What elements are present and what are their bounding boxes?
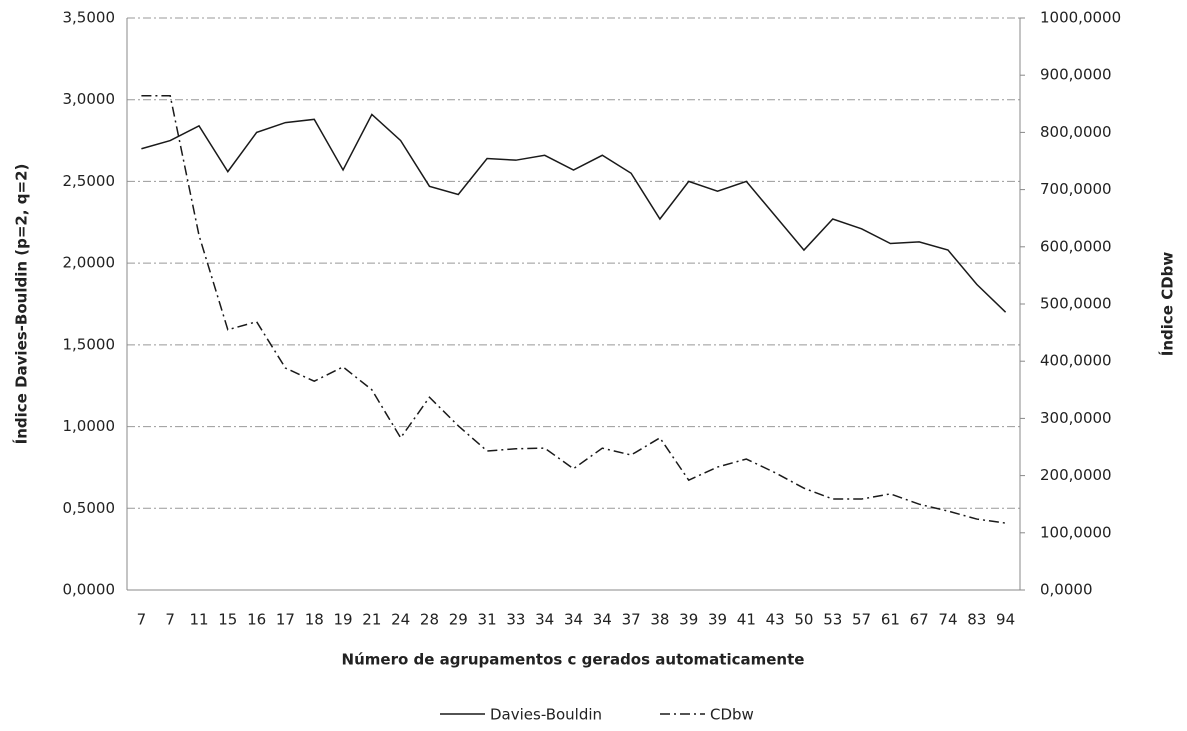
x-tick-label: 74 [938, 611, 957, 629]
y-tick-label: 1,5000 [63, 335, 116, 353]
series-line [141, 113, 1007, 313]
x-tick-label: 19 [334, 611, 353, 629]
x-tick-label: 41 [737, 611, 756, 629]
x-tick-label: 94 [996, 611, 1015, 629]
x-tick-label: 43 [766, 611, 785, 629]
series-line [141, 95, 1006, 524]
y-axis-title: Índice Davies-Bouldin (p=2, q=2) [12, 164, 31, 445]
y2-tick-label: 0,0000 [1040, 581, 1093, 599]
y2-tick-label: 800,0000 [1040, 123, 1112, 141]
y-tick-label: 2,5000 [63, 172, 116, 190]
y2-tick-label: 200,0000 [1040, 466, 1112, 484]
x-tick-label: 38 [650, 611, 669, 629]
y2-tick-label: 300,0000 [1040, 409, 1112, 427]
y-tick-label: 1,0000 [63, 417, 116, 435]
x-tick-label: 11 [189, 611, 208, 629]
x-tick-label: 31 [478, 611, 497, 629]
x-tick-label: 28 [420, 611, 439, 629]
x-tick-label: 15 [218, 611, 237, 629]
x-tick-label: 39 [679, 611, 698, 629]
x-tick-label: 24 [391, 611, 410, 629]
y2-tick-label: 1000,0000 [1040, 9, 1121, 27]
x-tick-label: 7 [165, 611, 175, 629]
x-tick-label: 33 [506, 611, 525, 629]
x-tick-label: 29 [449, 611, 468, 629]
x-tick-label: 34 [593, 611, 612, 629]
y-tick-label: 2,0000 [63, 254, 116, 272]
y2-tick-label: 700,0000 [1040, 180, 1112, 198]
legend-label: CDbw [710, 706, 754, 724]
y-tick-label: 3,0000 [63, 90, 116, 108]
x-tick-label: 18 [305, 611, 324, 629]
x-tick-label: 50 [794, 611, 813, 629]
x-tick-label: 21 [362, 611, 381, 629]
x-tick-label: 83 [967, 611, 986, 629]
x-tick-label: 53 [823, 611, 842, 629]
y2-tick-label: 900,0000 [1040, 66, 1112, 84]
legend-label: Davies-Bouldin [490, 706, 602, 724]
x-tick-label: 34 [564, 611, 583, 629]
x-tick-label: 61 [881, 611, 900, 629]
x-tick-label: 67 [910, 611, 929, 629]
y-tick-label: 0,5000 [63, 499, 116, 517]
y-tick-label: 0,0000 [63, 581, 116, 599]
y2-tick-label: 100,0000 [1040, 523, 1112, 541]
y2-tick-label: 600,0000 [1040, 237, 1112, 255]
x-tick-label: 39 [708, 611, 727, 629]
y-tick-label: 3,5000 [63, 9, 116, 27]
y2-axis-title: Índice CDbw [1158, 252, 1177, 357]
y2-tick-label: 400,0000 [1040, 352, 1112, 370]
x-tick-label: 57 [852, 611, 871, 629]
x-tick-label: 37 [622, 611, 641, 629]
x-tick-label: 16 [247, 611, 266, 629]
x-tick-label: 7 [137, 611, 147, 629]
x-axis-title: Número de agrupamentos c gerados automat… [342, 651, 805, 669]
y2-tick-label: 500,0000 [1040, 295, 1112, 313]
x-tick-label: 34 [535, 611, 554, 629]
x-tick-label: 17 [276, 611, 295, 629]
